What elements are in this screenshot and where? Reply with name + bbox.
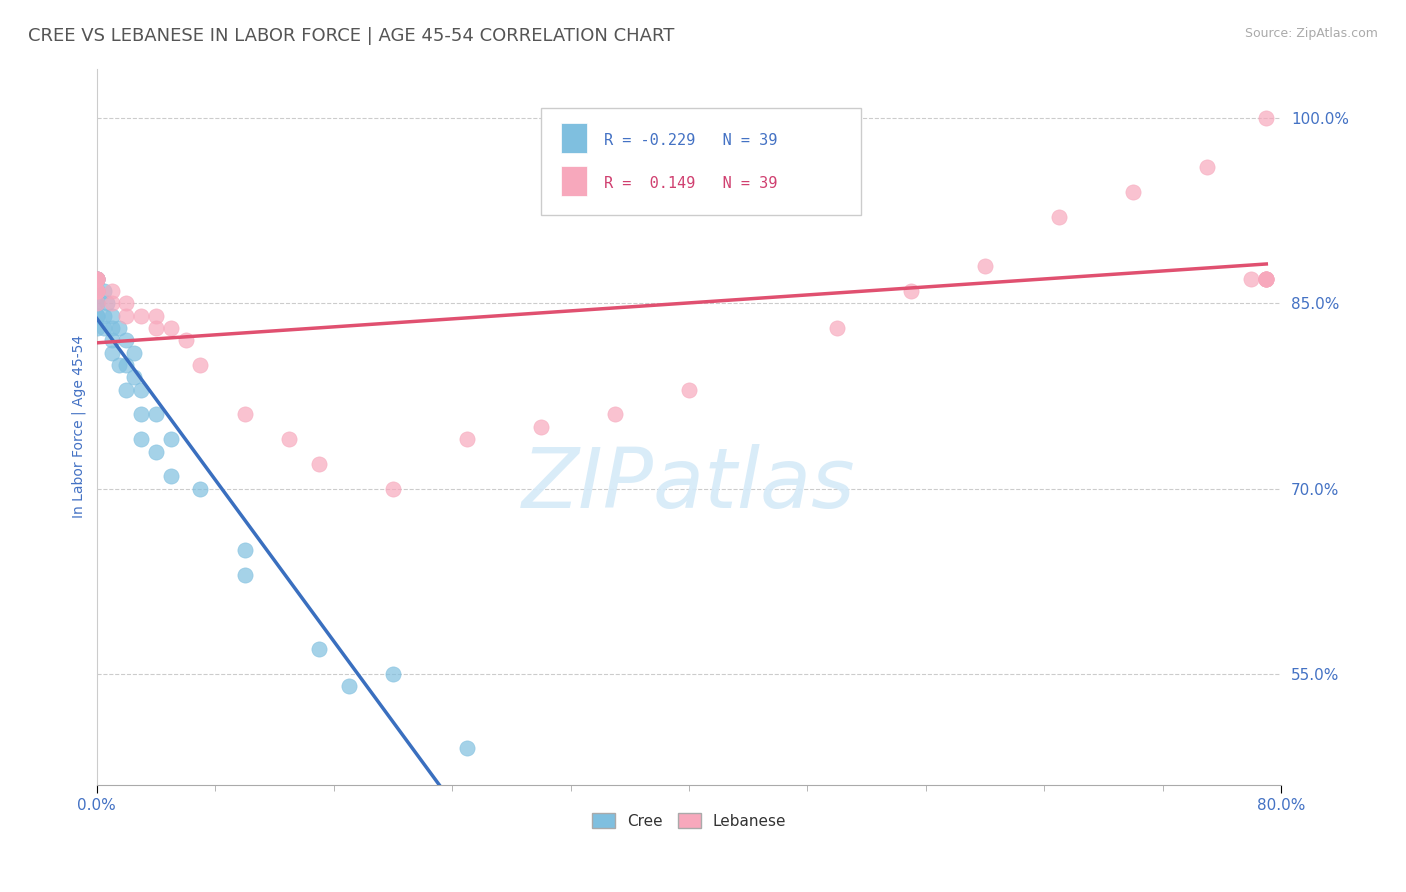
Point (145, 408, 167, 422)
Point (86, 284, 108, 298)
Point (93, 284, 115, 298)
Point (1256, 271, 1278, 285)
Point (233, 568, 256, 582)
Point (108, 358, 131, 372)
Point (122, 370, 145, 384)
Point (129, 383, 152, 397)
Point (115, 309, 138, 323)
Point (86, 309, 108, 323)
Point (456, 741, 478, 756)
Point (145, 321, 167, 335)
Point (1256, 271, 1278, 285)
Point (86, 271, 108, 285)
Point (115, 383, 138, 397)
Point (86, 271, 108, 285)
Point (174, 334, 197, 348)
Point (100, 284, 122, 298)
Point (96, 296, 118, 310)
Point (190, 358, 212, 372)
Point (337, 679, 360, 693)
Point (456, 432, 478, 446)
Point (100, 334, 122, 348)
Point (122, 345, 145, 359)
Point (86, 271, 108, 285)
Point (115, 296, 138, 310)
Bar (561, 166, 588, 196)
Point (603, 408, 626, 422)
Point (100, 345, 122, 359)
Point (129, 309, 152, 323)
Legend: Cree, Lebanese: Cree, Lebanese (585, 806, 793, 835)
Point (1256, 111, 1278, 125)
Point (129, 432, 152, 446)
Point (86, 284, 108, 298)
Point (86, 284, 108, 298)
Point (115, 334, 138, 348)
Point (308, 642, 330, 657)
Point (308, 457, 330, 471)
Point (100, 296, 122, 310)
Point (1122, 185, 1144, 199)
Point (190, 482, 212, 496)
Point (530, 419, 553, 434)
Point (160, 321, 183, 335)
Point (900, 284, 922, 298)
Point (86, 321, 108, 335)
Point (825, 321, 848, 335)
Point (86, 309, 108, 323)
Point (86, 284, 108, 298)
Point (129, 408, 152, 422)
Point (233, 408, 256, 422)
Point (233, 543, 256, 558)
Point (160, 469, 183, 483)
Point (974, 259, 997, 273)
Point (1256, 271, 1278, 285)
Point (93, 309, 115, 323)
Point (160, 432, 183, 446)
Text: R =  0.149   N = 39: R = 0.149 N = 39 (603, 177, 778, 191)
Text: R = -0.229   N = 39: R = -0.229 N = 39 (603, 133, 778, 148)
Point (86, 296, 108, 310)
Point (108, 321, 131, 335)
Point (93, 321, 115, 335)
Point (86, 296, 108, 310)
Point (1256, 271, 1278, 285)
Point (86, 296, 108, 310)
Point (1047, 210, 1070, 224)
Point (381, 666, 404, 681)
Point (381, 482, 404, 496)
Text: Source: ZipAtlas.com: Source: ZipAtlas.com (1244, 27, 1378, 40)
Y-axis label: In Labor Force | Age 45-54: In Labor Force | Age 45-54 (72, 335, 86, 518)
Point (1256, 271, 1278, 285)
Point (145, 309, 167, 323)
Bar (561, 123, 588, 153)
Point (1240, 271, 1263, 285)
Point (86, 271, 108, 285)
Point (86, 271, 108, 285)
Point (86, 271, 108, 285)
Point (678, 383, 700, 397)
FancyBboxPatch shape (541, 108, 860, 215)
Point (1197, 161, 1219, 175)
Point (100, 309, 122, 323)
Point (100, 321, 122, 335)
Point (145, 444, 167, 458)
Text: CREE VS LEBANESE IN LABOR FORCE | AGE 45-54 CORRELATION CHART: CREE VS LEBANESE IN LABOR FORCE | AGE 45… (28, 27, 675, 45)
Point (86, 284, 108, 298)
Text: ZIPatlas: ZIPatlas (522, 443, 856, 524)
Point (278, 432, 301, 446)
Point (86, 271, 108, 285)
Point (115, 358, 138, 372)
